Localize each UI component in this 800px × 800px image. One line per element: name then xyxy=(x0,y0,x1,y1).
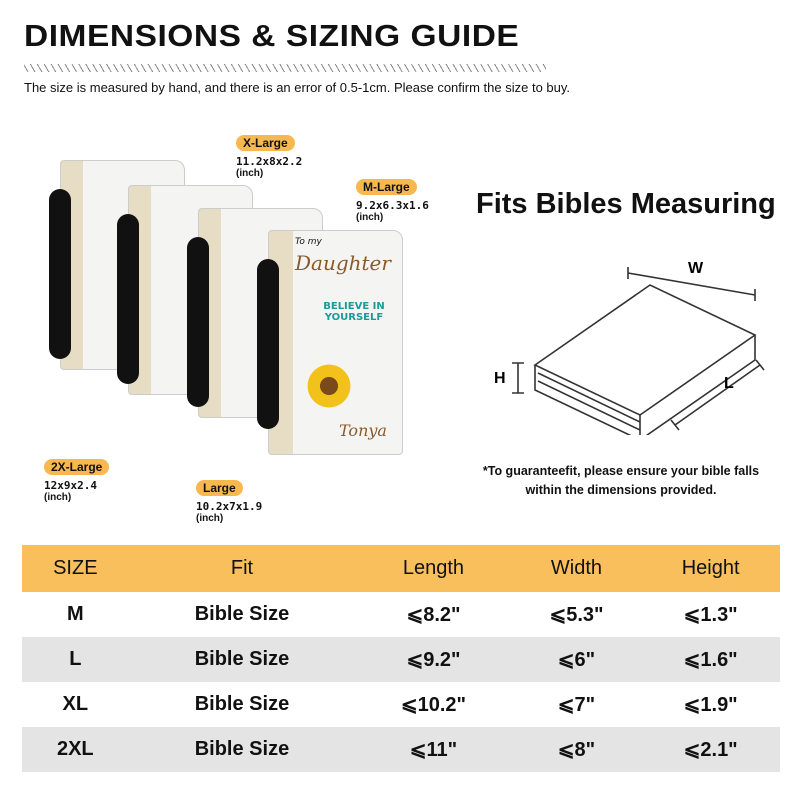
size-unit: (inch) xyxy=(196,513,224,524)
cell: L xyxy=(22,637,129,682)
cell: ⩽8.2" xyxy=(406,604,461,626)
size-unit: (inch) xyxy=(44,492,72,503)
cover-to: To my xyxy=(295,237,322,247)
col-width: Width xyxy=(511,545,642,592)
cell: ⩽11" xyxy=(355,727,512,772)
table-row: 2XL Bible Size ⩽11" ⩽8" ⩽2.1" xyxy=(22,727,780,772)
cell: ⩽5.3" xyxy=(549,604,604,626)
cell: ⩽9.2" xyxy=(355,637,512,682)
cell: ⩽7" xyxy=(557,694,596,716)
cell: Bible Size xyxy=(194,603,290,625)
col-fit: Fit xyxy=(128,545,356,592)
fits-title: Fits Bibles Measuring xyxy=(476,188,776,220)
bible-cover-m: To my Daughter BELIEVE IN YOURSELF Tonya xyxy=(257,230,403,455)
col-size: SIZE xyxy=(22,545,129,592)
l-label: L xyxy=(724,375,734,392)
table-row: L Bible Size ⩽9.2" ⩽6" ⩽1.6" xyxy=(22,637,780,682)
fit-note: *To guaranteefit, please ensure your bib… xyxy=(482,464,760,497)
sunflower-icon xyxy=(304,361,354,411)
handle-icon xyxy=(117,214,139,384)
cell: Bible Size xyxy=(128,637,356,682)
size-badge: Large xyxy=(196,480,243,496)
handle-icon xyxy=(49,189,71,359)
table-header: SIZE Fit Length Width Height xyxy=(22,545,780,592)
cell: M xyxy=(66,603,84,625)
table-row: XL Bible Size ⩽10.2" ⩽7" ⩽1.9" xyxy=(22,682,780,727)
size-dims: 11.2x8x2.2 xyxy=(236,155,303,168)
size-badge: 2X-Large xyxy=(44,459,110,475)
cell: ⩽10.2" xyxy=(400,694,467,716)
size-unit: (inch) xyxy=(236,168,264,179)
measurement-note: The size is measured by hand, and there … xyxy=(24,80,571,95)
size-xl: X-Large 11.2x8x2.2 (inch) xyxy=(236,132,302,179)
size-badge: M-Large xyxy=(356,179,417,195)
cell: ⩽1.6" xyxy=(641,637,780,682)
hatch-divider xyxy=(24,64,546,72)
size-badge: X-Large xyxy=(236,135,295,151)
cover-name: Daughter xyxy=(295,251,391,275)
size-dims: 9.2x6.3x1.6 xyxy=(356,199,429,212)
table-row: M Bible Size ⩽8.2" ⩽5.3" ⩽1.3" xyxy=(22,592,780,637)
size-unit: (inch) xyxy=(356,212,384,223)
col-height: Height xyxy=(641,545,780,592)
size-table: SIZE Fit Length Width Height M Bible Size… xyxy=(22,545,780,772)
cell: Bible Size xyxy=(128,727,356,772)
size-dims: 10.2x7x1.9 xyxy=(196,500,263,513)
page-title: DIMENSIONS & SIZING GUIDE xyxy=(24,18,520,53)
h-label: H xyxy=(494,370,506,387)
cell: ⩽6" xyxy=(511,637,642,682)
cell: XL xyxy=(62,693,89,715)
handle-icon xyxy=(257,259,279,429)
col-length: Length xyxy=(355,545,512,592)
cover-signature: Tonya xyxy=(339,421,387,440)
size-dims: 12x9x2.4 xyxy=(44,479,97,492)
handle-icon xyxy=(187,237,209,407)
cover-believe: BELIEVE IN YOURSELF xyxy=(323,301,385,323)
size-ml: M-Large 9.2x6.3x1.6 (inch) xyxy=(356,176,429,223)
cell: ⩽1.3" xyxy=(683,604,738,626)
cell: 2XL xyxy=(22,727,129,772)
cell: Bible Size xyxy=(194,693,290,715)
cell: ⩽1.9" xyxy=(683,694,738,716)
size-2xl: 2X-Large 12x9x2.4 (inch) xyxy=(44,456,110,503)
size-l: Large 10.2x7x1.9 (inch) xyxy=(196,477,262,524)
cell: ⩽8" xyxy=(511,727,642,772)
w-label: W xyxy=(688,260,704,277)
cell: ⩽2.1" xyxy=(641,727,780,772)
book-diagram-icon: W H L xyxy=(494,260,765,435)
